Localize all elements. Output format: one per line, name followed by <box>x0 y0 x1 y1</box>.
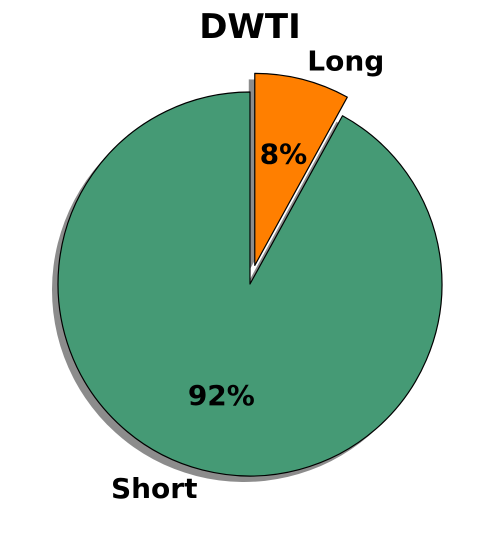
slice-label-short: Short <box>111 472 198 505</box>
slices-layer <box>58 73 442 476</box>
percent-label-long: 8% <box>260 137 308 170</box>
slice-short <box>58 92 442 476</box>
chart-title: DWTI <box>199 7 301 47</box>
slice-label-long: Long <box>307 44 384 77</box>
percent-label-short: 92% <box>188 379 255 412</box>
